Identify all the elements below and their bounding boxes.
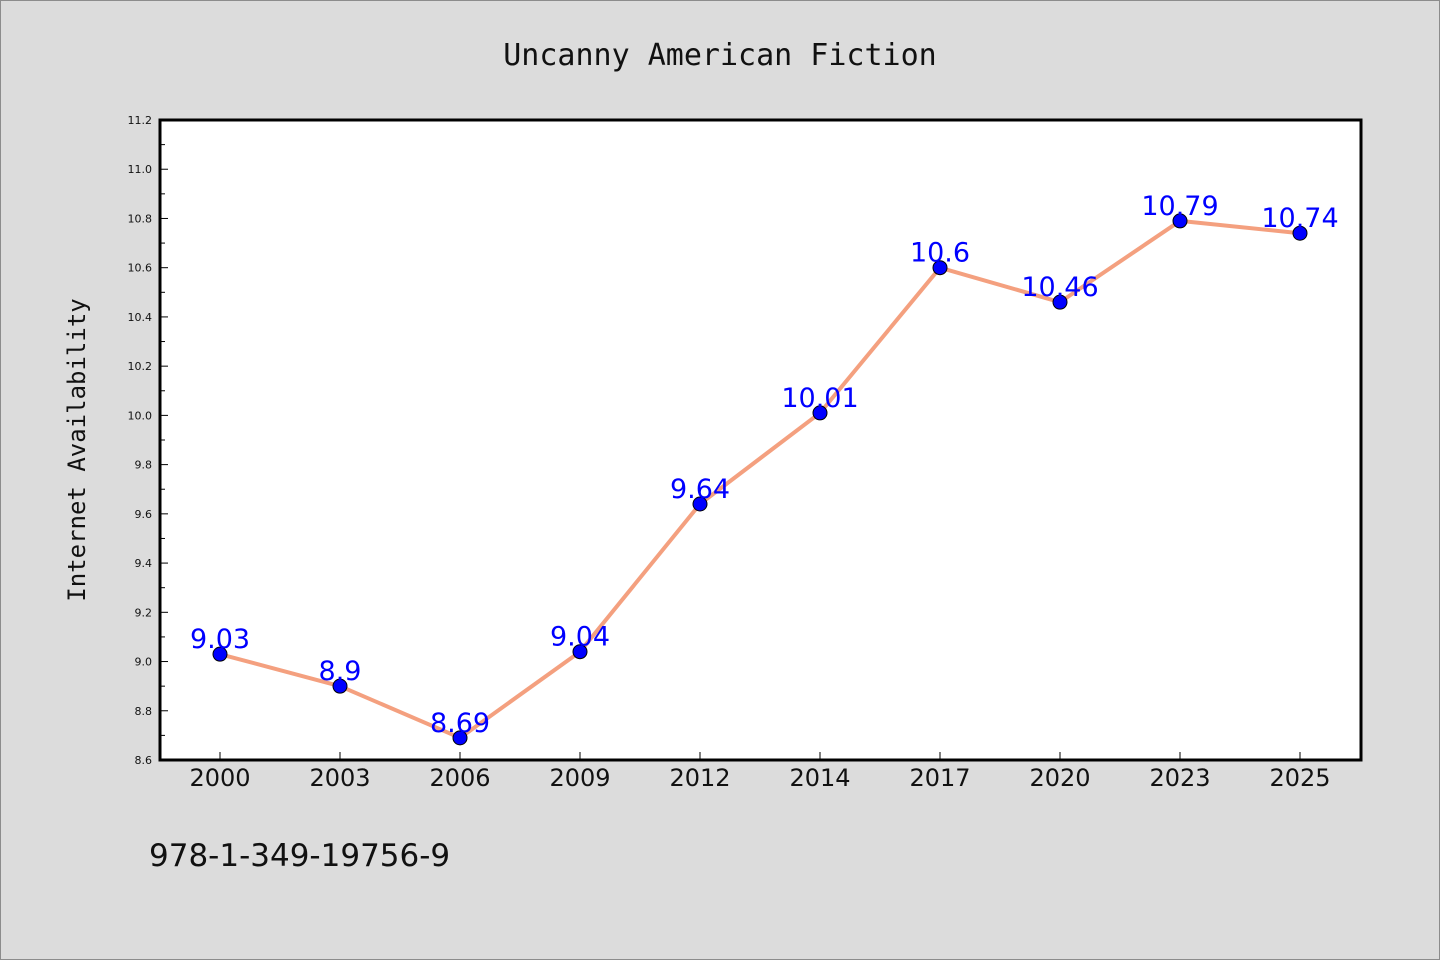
data-point (692, 496, 708, 512)
x-tick-label: 2012 (669, 764, 730, 792)
isbn-text: 978-1-349-19756-9 (149, 838, 450, 874)
y-tick-label: 8.8 (135, 705, 153, 718)
y-tick-label: 10.6 (128, 262, 153, 275)
x-tick-label: 2003 (309, 764, 370, 792)
data-label: 10.01 (781, 383, 858, 414)
data-point (1172, 213, 1188, 229)
y-tick-label: 9.4 (135, 557, 153, 570)
series-line-layer (218, 218, 1302, 740)
plot-area (158, 118, 1363, 762)
x-tick-label: 2023 (1149, 764, 1210, 792)
y-axis-label: Internet Availability (63, 298, 91, 601)
y-axis-ticks: 8.6 8.8 9.0 9.2 9.4 9.6 9.8 10.0 10.2 10.4 10.6 10.… (128, 114, 168, 767)
x-axis-ticks: 2000 2003 2006 2009 2012 2014 2017 2020 2023 2025 (189, 752, 1331, 792)
data-point (812, 405, 828, 421)
data-label: 8.9 (319, 656, 362, 687)
x-tick-label: 2000 (189, 764, 250, 792)
y-tick-label: 9.6 (135, 508, 153, 521)
data-label: 9.64 (670, 474, 730, 505)
x-tick-label: 2017 (909, 764, 970, 792)
chart-title: Uncanny American Fiction (503, 38, 936, 73)
y-tick-label: 11.2 (128, 114, 153, 127)
data-label: 9.04 (550, 622, 610, 653)
data-label: 10.74 (1261, 203, 1338, 234)
data-label: 10.46 (1021, 272, 1098, 303)
y-tick-label: 10.0 (128, 409, 153, 422)
data-labels-layer: 9.03 8.9 8.69 9.04 9.64 10.01 10.6 10.46 10.79 10… (190, 191, 1339, 739)
y-tick-label: 10.8 (128, 212, 153, 225)
data-label: 9.03 (190, 624, 250, 655)
data-point (452, 730, 468, 746)
y-tick-label: 10.4 (128, 311, 153, 324)
y-tick-label: 10.2 (128, 360, 153, 373)
data-points-layer (212, 213, 1308, 746)
y-tick-label: 9.8 (135, 459, 153, 472)
data-point (572, 644, 588, 660)
series-line (218, 218, 1302, 740)
x-tick-label: 2014 (789, 764, 850, 792)
y-tick-label: 11.0 (128, 163, 153, 176)
y-tick-label: 8.6 (135, 754, 153, 767)
y-tick-label: 9.2 (135, 606, 153, 619)
x-tick-label: 2009 (549, 764, 610, 792)
data-label: 10.79 (1141, 191, 1218, 222)
data-point (1292, 225, 1308, 241)
data-point (332, 678, 348, 694)
data-point (932, 260, 948, 276)
x-tick-label: 2020 (1029, 764, 1090, 792)
data-point (1052, 294, 1068, 310)
y-tick-label: 9.0 (135, 656, 153, 669)
data-point (212, 646, 228, 662)
data-label: 10.6 (910, 238, 970, 269)
data-label: 8.69 (430, 708, 490, 739)
x-tick-label: 2006 (429, 764, 490, 792)
x-tick-label: 2025 (1269, 764, 1330, 792)
